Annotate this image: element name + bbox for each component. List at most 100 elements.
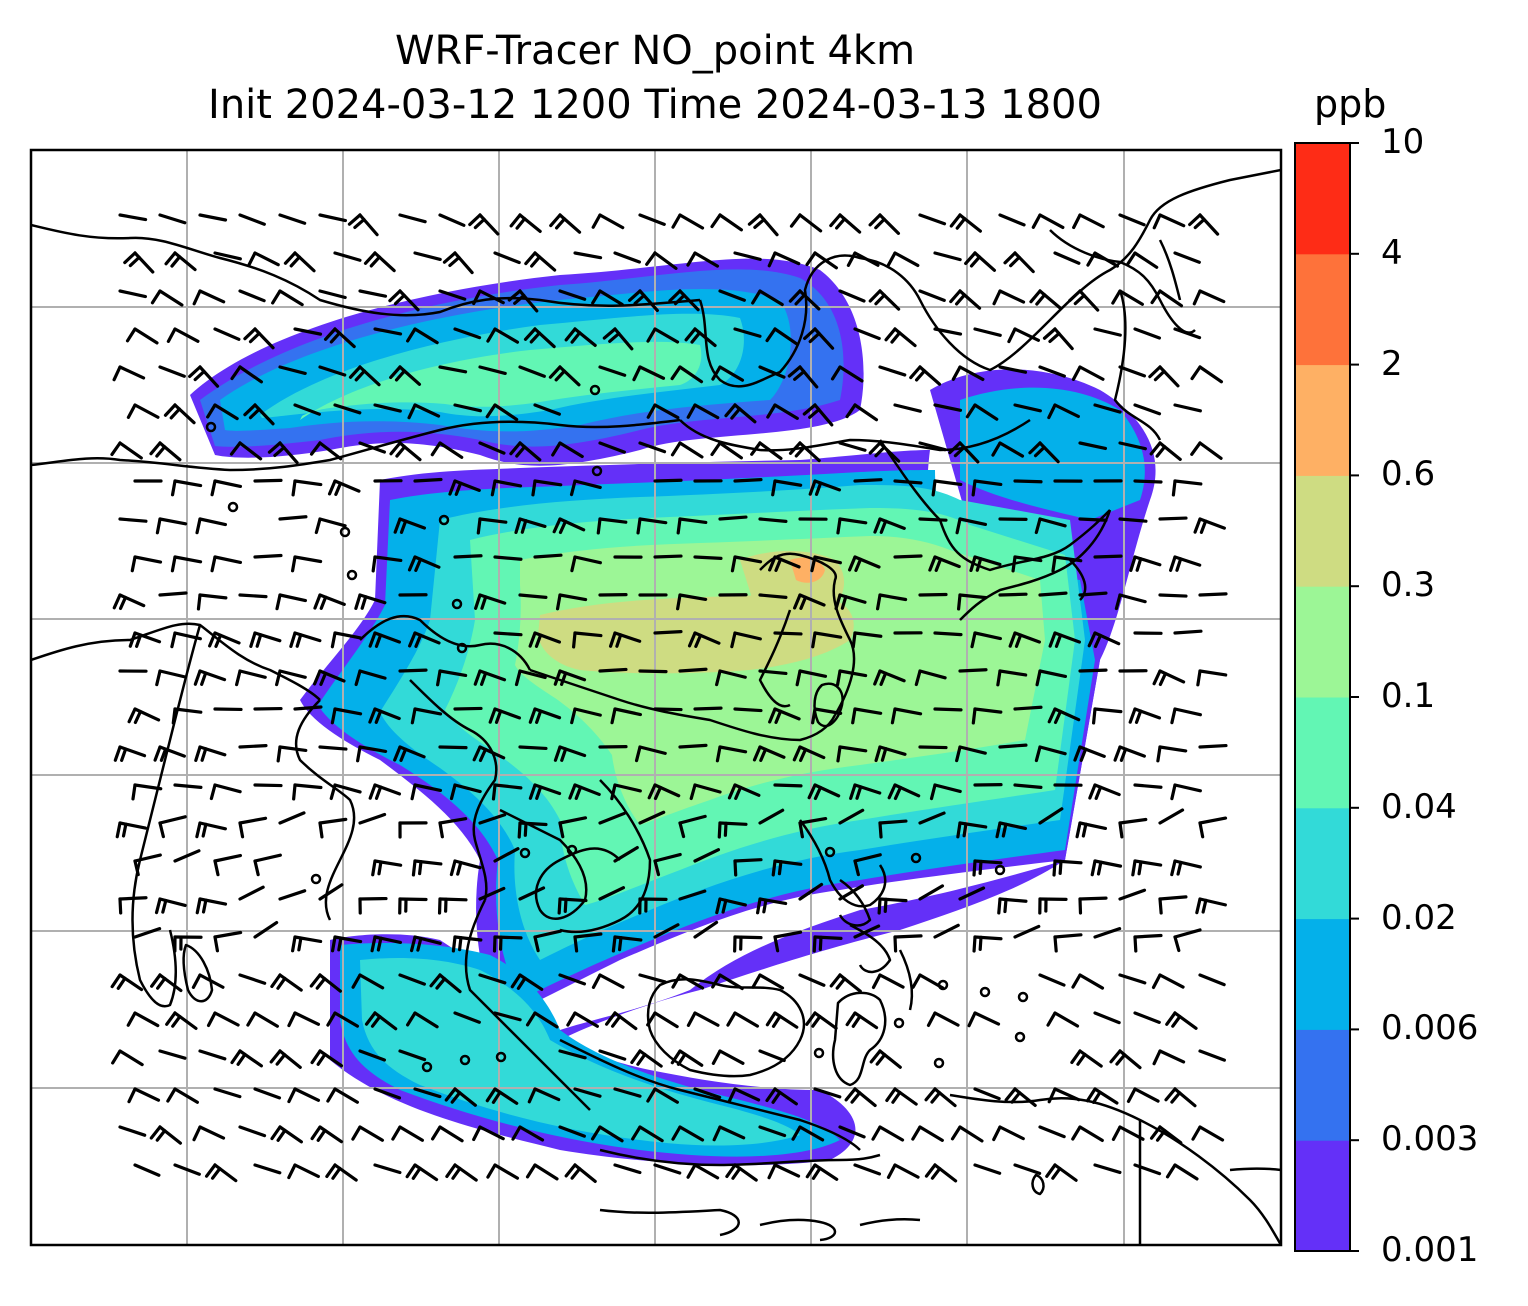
wind-barb: [805, 251, 838, 270]
wind-barb: [1053, 251, 1081, 265]
wind-barb: [636, 517, 668, 535]
calm-wind-marker: [310, 873, 322, 885]
coastline: [599, 1208, 740, 1237]
wind-barb: [407, 403, 441, 420]
wind-barb: [1047, 707, 1081, 725]
colorbar: [1294, 142, 1359, 1252]
wind-barb: [875, 593, 908, 611]
wind-barb: [198, 213, 228, 222]
colorbar-segment: [1295, 807, 1350, 920]
wind-barb: [1028, 441, 1060, 464]
wind-barb: [318, 817, 348, 839]
wind-barb: [646, 1011, 679, 1029]
coastline: [359, 614, 532, 671]
wind-barb: [1129, 555, 1162, 572]
wind-barb: [330, 631, 363, 649]
wind-barb: [712, 1125, 746, 1142]
wind-barb: [1071, 365, 1105, 381]
calm-wind-marker: [205, 421, 217, 433]
wind-barb: [918, 441, 947, 452]
wind-barb: [1073, 745, 1106, 762]
wind-barb: [275, 669, 307, 687]
wind-barb: [1170, 707, 1202, 725]
wind-barb: [235, 669, 267, 687]
wind-barb: [693, 920, 719, 939]
wind-barb: [1047, 1087, 1081, 1104]
wind-barb: [490, 479, 523, 497]
wind-barb: [998, 213, 1026, 227]
wind-barb: [243, 327, 275, 350]
wind-barb: [1034, 517, 1067, 535]
wind-barb: [363, 251, 396, 273]
colorbar-tick-label: 0.3: [1381, 565, 1436, 606]
wind-barb: [553, 669, 587, 686]
coastline: [499, 808, 621, 920]
wind-barb: [158, 365, 186, 378]
wind-barb: [1090, 859, 1123, 877]
wind-barb: [213, 1087, 242, 1099]
coastline: [959, 509, 1112, 621]
wind-barb: [1087, 631, 1121, 649]
wind-barb: [851, 707, 883, 725]
wind-barb: [829, 973, 862, 993]
wind-barb: [398, 213, 427, 224]
wind-barb: [838, 289, 866, 303]
wind-barb: [1171, 479, 1203, 497]
wind-barb: [1078, 896, 1108, 915]
wind-barb: [155, 517, 188, 535]
wind-barb: [1078, 668, 1108, 673]
calm-wind-marker: [1017, 991, 1029, 1003]
wind-barb: [206, 403, 239, 421]
wind-barb: [949, 213, 982, 233]
wind-barb: [693, 555, 723, 561]
wind-barb: [771, 859, 803, 877]
wind-barb: [485, 403, 519, 422]
wind-barb: [771, 479, 803, 497]
wind-barb: [486, 1163, 520, 1180]
wind-barb: [834, 593, 867, 611]
wind-barb: [509, 441, 542, 462]
wind-barb: [358, 441, 386, 454]
wind-barb: [118, 896, 148, 915]
wind-barb: [246, 1011, 279, 1028]
wind-barb: [711, 1049, 745, 1065]
wind-barb: [309, 441, 343, 461]
wind-barb: [478, 973, 507, 985]
wind-barb: [318, 289, 347, 300]
wind-barb: [347, 213, 379, 237]
wind-barb: [566, 1011, 599, 1028]
coastline: [1031, 1173, 1045, 1196]
wind-barb: [686, 251, 720, 268]
wind-barb: [835, 669, 868, 687]
wind-barb: [326, 1087, 359, 1104]
wind-barb: [1126, 1087, 1160, 1103]
wind-barb: [869, 1049, 902, 1069]
wind-barbs: [110, 213, 1228, 1183]
wind-barb: [645, 251, 678, 270]
wind-barb: [591, 213, 625, 230]
wind-barb: [646, 403, 680, 420]
wind-barb: [1165, 1011, 1198, 1030]
wind-barb: [627, 289, 659, 312]
colorbar-tick-label: 4: [1381, 232, 1403, 273]
wind-barb: [209, 783, 242, 801]
wind-barb: [926, 1011, 960, 1027]
wind-barb: [192, 289, 226, 306]
wind-barb: [638, 669, 668, 674]
wind-barb: [528, 707, 562, 724]
calm-wind-marker: [519, 847, 531, 859]
wind-barb: [803, 327, 835, 350]
wind-barb: [1118, 973, 1147, 985]
wind-barb: [164, 251, 197, 272]
wind-barb: [213, 853, 243, 877]
wind-barb: [150, 973, 183, 993]
wind-barb: [807, 783, 841, 801]
coastline: [849, 923, 892, 974]
wind-barb: [773, 631, 803, 636]
wind-barb: [271, 289, 304, 307]
wind-barb: [1118, 365, 1147, 378]
wind-barb: [878, 365, 907, 377]
wind-barb: [998, 743, 1028, 749]
wind-barb: [1149, 1125, 1183, 1145]
wind-barb: [518, 593, 548, 599]
